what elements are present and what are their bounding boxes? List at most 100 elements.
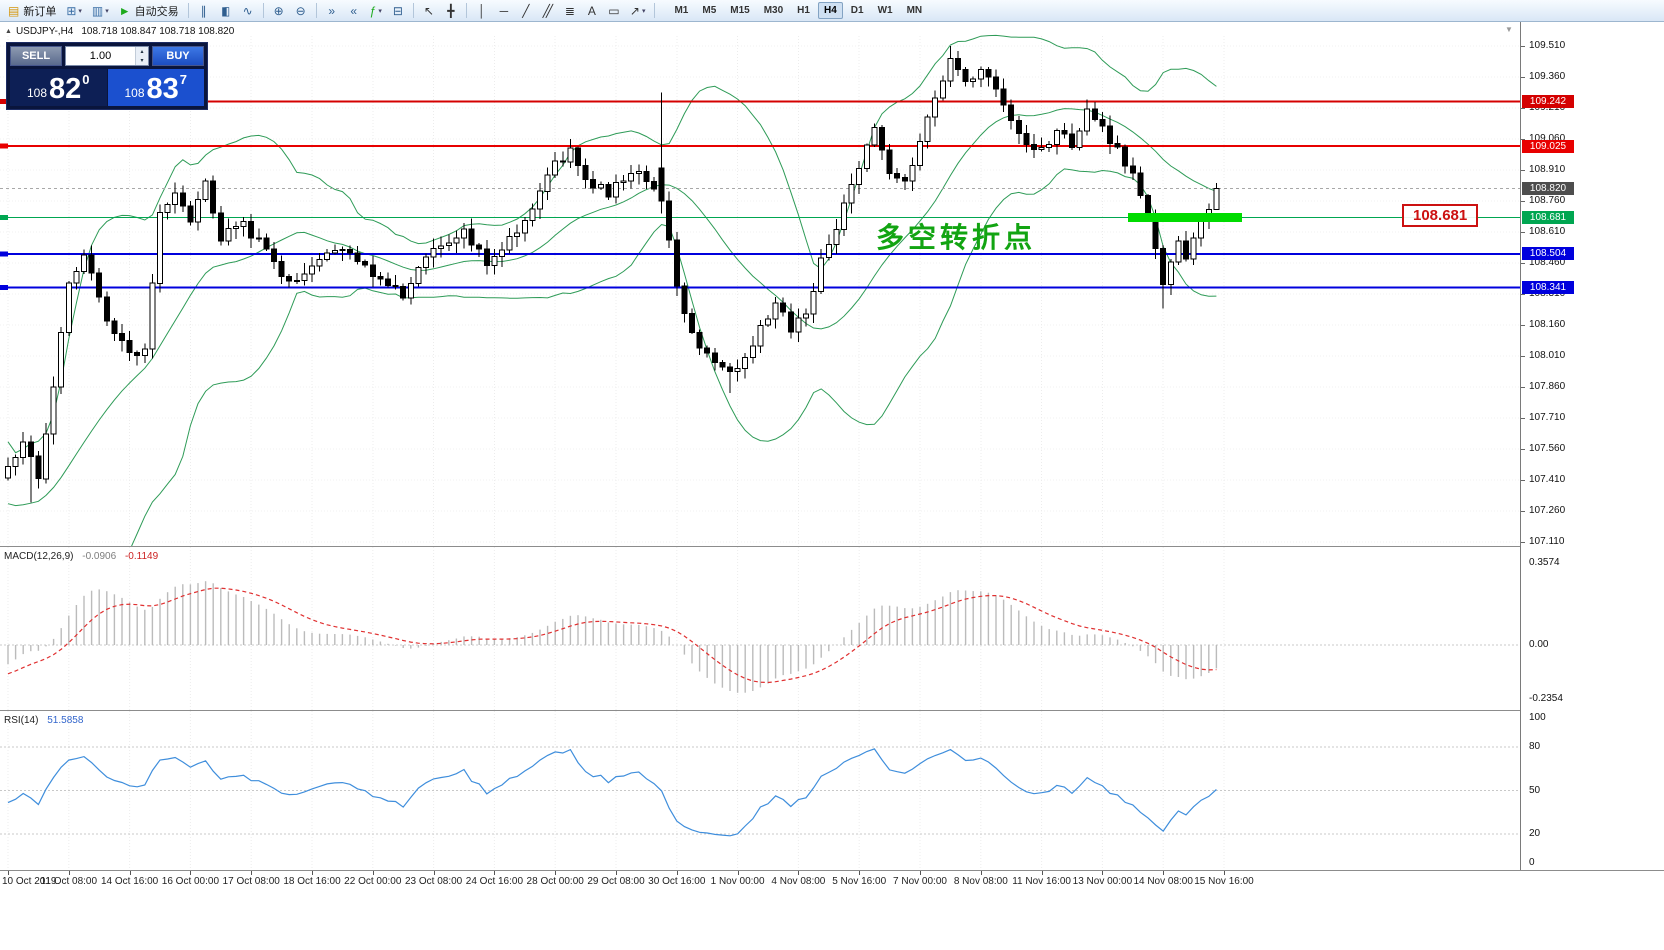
new-chart-button[interactable]: ⊞ ▾: [62, 1, 86, 20]
chart-shift-icon: «: [350, 3, 358, 18]
rsi-indicator-panel[interactable]: [0, 711, 1520, 870]
time-axis-label: 1 Nov 00:00: [710, 876, 765, 887]
price-tick-label: 107.110: [1529, 536, 1565, 547]
text-icon: A: [587, 3, 596, 18]
timeframe-m30-button[interactable]: M30: [763, 5, 784, 16]
chart-shift-button[interactable]: «: [344, 1, 364, 20]
hline-handle[interactable]: [0, 143, 8, 149]
bollinger-upper-band[interactable]: [7, 34, 1217, 454]
time-axis-label: 18 Oct 16:00: [283, 876, 341, 887]
hline-handle[interactable]: [0, 285, 8, 291]
buy-price-box[interactable]: 108 83 7: [107, 69, 204, 106]
timeframe-m15-button[interactable]: M15: [730, 5, 750, 16]
new-order-button[interactable]: ▤ 新订单: [4, 1, 60, 20]
fibonacci-button[interactable]: ≣: [560, 1, 580, 20]
chart-text-annotation[interactable]: 多空转折点: [876, 222, 1037, 253]
timeframe-m5-button[interactable]: M5: [702, 5, 717, 16]
main-price-chart[interactable]: [0, 22, 1520, 546]
volume-input[interactable]: [66, 47, 135, 65]
vertical-line-button[interactable]: │: [472, 1, 492, 20]
macd-signal-value: -0.1149: [124, 551, 159, 562]
price-tick: [1521, 46, 1525, 47]
zoom-in-button[interactable]: ⊕: [269, 1, 289, 20]
timeframe-m1-button[interactable]: M1: [674, 5, 689, 16]
buy-button[interactable]: BUY: [152, 46, 204, 66]
price-tick: [1521, 449, 1525, 450]
price-tick-label: 108.010: [1529, 350, 1566, 361]
level-price-tag: 109.025: [1522, 139, 1574, 153]
text-button[interactable]: A: [582, 1, 602, 20]
hline-handle[interactable]: [0, 251, 8, 257]
buy-price-point: 7: [179, 72, 188, 87]
price-tick: [1521, 356, 1525, 357]
chart-line-button[interactable]: ∿: [238, 1, 258, 20]
volume-up-icon[interactable]: ▴: [136, 47, 148, 56]
hline-handle[interactable]: [0, 214, 8, 220]
time-axis-label: 22 Oct 00:00: [344, 876, 402, 887]
price-tick-label: 109.510: [1529, 40, 1566, 51]
price-scale[interactable]: 109.510109.360109.210109.060108.910108.7…: [1520, 22, 1664, 870]
volume-field: ▴ ▾: [65, 46, 149, 66]
crosshair-button[interactable]: ╋: [441, 1, 461, 20]
text-label-button[interactable]: ▭: [604, 1, 624, 20]
price-tick-label: 107.560: [1529, 443, 1566, 454]
time-axis-label: 8 Nov 08:00: [953, 876, 1008, 887]
chart-candles-button[interactable]: ▮▯: [216, 1, 236, 20]
timeframe-w1-button[interactable]: W1: [877, 5, 893, 16]
time-tick: [1041, 871, 1043, 875]
price-tick: [1521, 139, 1525, 140]
panel-resize-divider[interactable]: [0, 870, 1664, 871]
price-tick: [1521, 480, 1525, 481]
cursor-button[interactable]: ↖: [419, 1, 439, 20]
price-tick-label: 108.460: [1529, 257, 1566, 268]
time-scale[interactable]: 10 Oct 2019 11 Oct 08:00 14 Oct 16:00 16 Oc…: [0, 871, 1664, 891]
trendline-button[interactable]: ╱: [516, 1, 536, 20]
price-tick-label: 108.160: [1529, 319, 1566, 330]
arrows-icon: ↗: [629, 3, 640, 18]
time-tick: [555, 871, 557, 875]
sell-price-box[interactable]: 108 82 0: [10, 69, 107, 106]
time-axis-label: 23 Oct 08:00: [404, 876, 463, 887]
equidistant-channel-button[interactable]: ╱╱: [538, 1, 558, 20]
level-price-callout[interactable]: 108.681: [1402, 204, 1479, 227]
time-tick: [859, 871, 861, 875]
panel-resize-divider[interactable]: [0, 546, 1664, 547]
indicators-icon: ƒ: [369, 3, 377, 18]
collapse-panel-icon[interactable]: ▲: [5, 28, 12, 35]
time-axis-label: 14 Nov 08:00: [1133, 876, 1193, 887]
chart-ohlc-header: ▲ USDJPY-,H4 108.718 108.847 108.718 108.8…: [5, 26, 234, 37]
bollinger-middle-band[interactable]: [7, 108, 1217, 507]
chart-bars-button[interactable]: ∥: [194, 1, 214, 20]
timeframe-h4-button[interactable]: H4: [817, 2, 843, 19]
panel-resize-divider[interactable]: [0, 710, 1664, 711]
volume-down-icon[interactable]: ▾: [136, 56, 148, 65]
auto-scroll-button[interactable]: »: [322, 1, 342, 20]
chart-shift-marker-icon[interactable]: ▼: [1505, 25, 1513, 34]
zoom-out-button[interactable]: ⊖: [291, 1, 311, 20]
chart-candles-icon: ▮▯: [221, 3, 230, 18]
chart-bars-icon: ∥: [200, 3, 207, 18]
timeframe-mn-button[interactable]: MN: [906, 5, 923, 16]
indicators-button[interactable]: ƒ ▾: [366, 1, 386, 20]
macd-indicator-panel[interactable]: [0, 547, 1520, 710]
sell-button[interactable]: SELL: [10, 46, 62, 66]
horizontal-line-button[interactable]: ─: [494, 1, 514, 20]
price-tick: [1521, 108, 1525, 109]
time-tick: [251, 871, 253, 875]
timeframe-d1-button[interactable]: D1: [850, 5, 864, 16]
symbol-timeframe-label: USDJPY-,H4: [15, 26, 74, 37]
bollinger-lower-band[interactable]: [8, 168, 1217, 546]
ohlc-values: 108.718 108.847 108.718 108.820: [81, 26, 235, 37]
timeframe-h1-button[interactable]: H1: [797, 5, 810, 16]
arrows-button[interactable]: ↗ ▾: [626, 1, 650, 20]
hline-handle[interactable]: [0, 98, 8, 104]
time-axis-label: 24 Oct 16:00: [465, 876, 524, 887]
time-tick: [68, 871, 70, 875]
tile-windows-button[interactable]: ⊟: [388, 1, 408, 20]
time-axis-label: 11 Oct 08:00: [40, 876, 98, 887]
autotrading-button[interactable]: ► 自动交易: [115, 1, 183, 20]
time-tick: [676, 871, 678, 875]
profiles-icon: ▥: [91, 3, 104, 18]
highlight-segment[interactable]: [1128, 212, 1242, 222]
profiles-button[interactable]: ▥ ▾: [88, 1, 113, 20]
